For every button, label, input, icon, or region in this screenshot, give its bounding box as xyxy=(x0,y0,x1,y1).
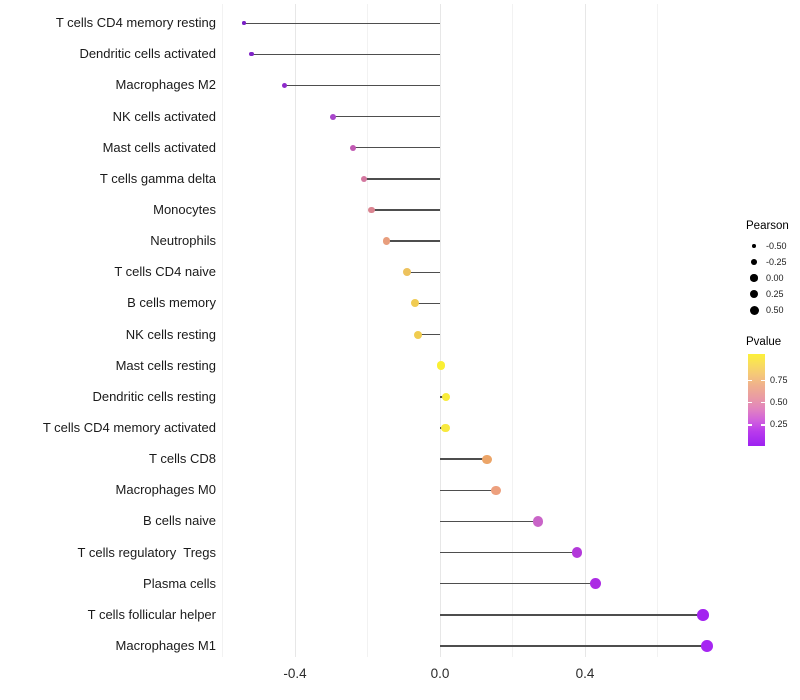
y-axis-label: Dendritic cells resting xyxy=(92,388,216,404)
lollipop-segment xyxy=(440,645,707,647)
legend-size-dot xyxy=(752,244,756,248)
legend-size-dot xyxy=(750,274,758,282)
lollipop-dot xyxy=(349,144,357,151)
lollipop-segment xyxy=(363,178,440,180)
lollipop-dot xyxy=(281,82,287,88)
colorbar-tick xyxy=(748,380,752,382)
y-axis-label: T cells CD4 memory activated xyxy=(42,420,216,436)
lollipop-segment xyxy=(440,458,488,460)
colorbar-tick-label: 0.50 xyxy=(770,396,788,407)
colorbar-tick-label: 0.25 xyxy=(770,419,788,430)
legend-size-label: -0.50 xyxy=(766,241,787,251)
lollipop-dot xyxy=(249,52,254,57)
y-axis-label: Macrophages M0 xyxy=(115,482,216,498)
lollipop-segment xyxy=(440,489,497,491)
y-axis-label: T cells CD8 xyxy=(149,451,216,467)
legend-pvalue-title: Pvalue xyxy=(746,336,782,348)
lollipop-segment xyxy=(353,147,440,149)
gridline xyxy=(512,4,513,657)
lollipop-segment xyxy=(244,22,440,24)
lollipop-segment xyxy=(418,333,440,336)
lollipop-segment xyxy=(251,53,440,56)
lollipop-dot xyxy=(242,21,247,25)
lollipop-dot xyxy=(382,237,391,245)
lollipop-dot xyxy=(330,113,336,120)
legend-size-label: 0.50 xyxy=(766,305,784,315)
lollipop-segment xyxy=(386,240,440,242)
colorbar-tick xyxy=(748,424,752,426)
lollipop-segment xyxy=(371,209,440,211)
gridline xyxy=(439,4,441,657)
colorbar-tick xyxy=(761,424,765,426)
lollipop-dot xyxy=(491,485,501,496)
y-axis-label: Plasma cells xyxy=(143,575,216,591)
lollipop-dot xyxy=(532,516,543,527)
lollipop-dot xyxy=(360,175,368,183)
lollipop-segment xyxy=(440,551,578,554)
y-axis-label: Macrophages M2 xyxy=(115,77,216,93)
lollipop-dot xyxy=(367,206,375,214)
lollipop-dot xyxy=(441,423,450,433)
y-axis-label: B cells naive xyxy=(143,513,216,529)
lollipop-dot xyxy=(411,299,420,308)
x-axis-tick-label: -0.4 xyxy=(283,666,307,681)
y-axis-label: B cells memory xyxy=(127,295,216,311)
y-axis-label: Mast cells resting xyxy=(115,357,216,373)
gridline xyxy=(294,4,296,657)
colorbar-tick xyxy=(748,401,752,404)
y-axis-label: Dendritic cells activated xyxy=(79,46,216,62)
y-axis-label: Neutrophils xyxy=(150,233,216,249)
lollipop-segment xyxy=(440,614,703,616)
lollipop-dot xyxy=(436,361,446,371)
lollipop-segment xyxy=(333,115,440,118)
y-axis-label: Macrophages M1 xyxy=(115,638,216,653)
lollipop-dot xyxy=(571,547,583,558)
gridline xyxy=(657,4,658,657)
legend-size-dot xyxy=(749,305,759,315)
colorbar-tick xyxy=(761,401,765,404)
legend-pearson-title: Pearson xyxy=(746,220,789,232)
y-axis-label: T cells regulatory Tregs xyxy=(77,544,216,560)
lollipop-segment xyxy=(407,271,440,273)
y-axis-label: T cells CD4 naive xyxy=(114,264,216,280)
lollipop-dot xyxy=(700,640,713,652)
gridline xyxy=(367,4,368,657)
lollipop-dot xyxy=(590,578,602,590)
x-axis-tick-label: 0.0 xyxy=(430,666,450,681)
legend-size-label: 0.25 xyxy=(766,289,784,299)
lollipop-segment xyxy=(415,302,440,305)
y-axis-label: Mast cells activated xyxy=(102,139,216,155)
legend-size-dot xyxy=(751,259,757,265)
lollipop-segment xyxy=(440,583,596,585)
y-axis-label: T cells follicular helper xyxy=(87,606,216,622)
gridline xyxy=(584,4,586,657)
lollipop-segment xyxy=(284,84,440,87)
lollipop-dot xyxy=(414,330,423,339)
lollipop-dot xyxy=(482,454,492,464)
pvalue-colorbar xyxy=(748,354,765,446)
lollipop-dot xyxy=(441,392,451,402)
x-axis-tick-label: 0.4 xyxy=(575,666,595,681)
gridline xyxy=(222,4,223,657)
legend-size-label: -0.25 xyxy=(766,257,787,267)
legend-size-dot xyxy=(750,290,758,298)
y-axis-label: T cells CD4 memory resting xyxy=(55,15,216,31)
y-axis-label: Monocytes xyxy=(153,202,216,218)
y-axis-label: NK cells resting xyxy=(125,326,216,342)
colorbar-tick-label: 0.75 xyxy=(770,375,788,386)
colorbar-tick xyxy=(761,380,765,382)
lollipop-segment xyxy=(440,520,538,523)
lollipop-dot xyxy=(403,268,412,277)
lollipop-dot xyxy=(697,609,709,621)
legend-size-label: 0.00 xyxy=(766,273,784,283)
y-axis-label: NK cells activated xyxy=(112,108,216,124)
y-axis-label: T cells gamma delta xyxy=(99,170,216,186)
